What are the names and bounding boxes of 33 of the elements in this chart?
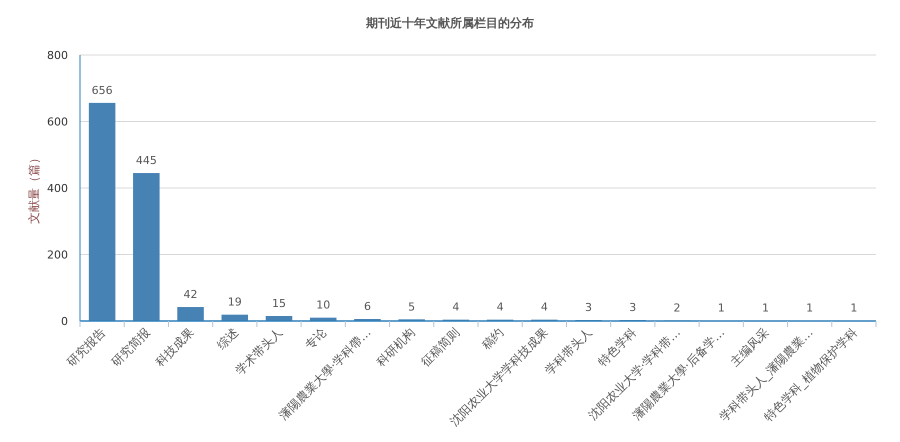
x-tick-label: 科研机构 (374, 325, 418, 370)
data-label: 3 (585, 301, 592, 314)
data-label: 5 (408, 300, 416, 314)
data-label: 3 (629, 301, 636, 314)
data-label: 445 (136, 154, 157, 168)
x-tick-label: 综述 (214, 325, 241, 352)
data-label: 4 (540, 300, 548, 314)
x-tick-label: 研究简报 (108, 325, 152, 370)
chart-title: 期刊近十年文献所属栏目的分布 (365, 16, 534, 30)
x-tick-label: 征稿简则 (418, 325, 462, 370)
data-label: 4 (496, 300, 504, 314)
data-label: 656 (92, 84, 113, 97)
x-tick-label: 专论 (302, 325, 330, 352)
y-tick-label: 800 (47, 49, 68, 62)
data-label: 6 (364, 300, 371, 314)
data-label: 19 (228, 296, 242, 309)
data-label: 1 (762, 302, 769, 315)
x-tick-label: 稿约 (479, 325, 506, 352)
data-label: 1 (718, 302, 725, 315)
data-label: 15 (272, 297, 286, 310)
data-label: 10 (316, 298, 330, 312)
data-label: 1 (806, 302, 814, 315)
y-tick-label: 0 (61, 315, 68, 328)
data-label: 1 (850, 302, 858, 315)
x-tick-label: 研究报告 (64, 325, 108, 370)
data-label: 42 (184, 288, 198, 302)
y-tick-label: 200 (47, 248, 68, 262)
data-label: 2 (674, 301, 680, 314)
y-tick-label: 600 (47, 116, 68, 128)
y-tick-label: 400 (47, 182, 68, 195)
y-axis-title: 文献量（篇） (27, 152, 41, 224)
data-label: 4 (452, 300, 460, 314)
x-tick-label: 科技成果 (152, 325, 197, 370)
